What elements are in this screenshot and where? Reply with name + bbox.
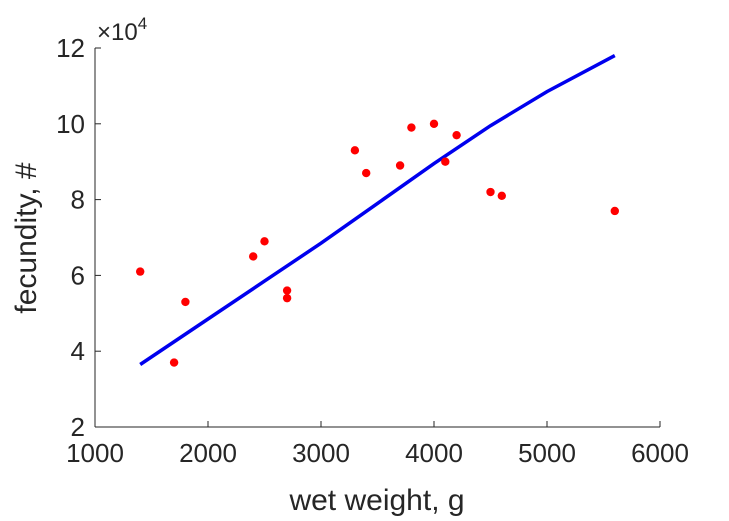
y-multiplier-exponent: 4 <box>138 14 147 33</box>
x-tick-label: 1000 <box>66 438 124 468</box>
x-tick-label: 4000 <box>405 438 463 468</box>
plot-area <box>136 54 619 367</box>
data-point <box>452 130 461 140</box>
x-tick-label: 6000 <box>631 438 689 468</box>
data-point <box>350 146 360 155</box>
y-tick-label: 2 <box>71 412 85 442</box>
x-tick-label: 5000 <box>518 438 576 468</box>
data-point <box>429 119 439 128</box>
data-point <box>282 293 292 303</box>
data-point <box>362 168 371 178</box>
y-tick-label: 8 <box>71 185 85 215</box>
y-ticks: 2 4 6 8 10 12 <box>56 33 101 442</box>
y-tick-label: 6 <box>71 260 85 290</box>
y-multiplier: ×104 <box>97 14 147 46</box>
y-tick-label: 4 <box>71 336 85 366</box>
data-point <box>497 191 506 201</box>
data-point <box>169 358 179 367</box>
data-point <box>249 252 258 261</box>
data-point <box>407 123 416 132</box>
y-axis-label: fecundity, # <box>10 162 43 314</box>
data-point <box>395 161 405 170</box>
x-tick-label: 3000 <box>292 438 350 468</box>
y-tick-label: 10 <box>56 109 85 139</box>
x-axis-label: wet weight, g <box>288 484 464 517</box>
data-point <box>181 297 190 307</box>
data-point <box>610 206 619 216</box>
data-point <box>136 267 145 276</box>
fit-line <box>139 54 616 366</box>
x-ticks: 1000 2000 3000 4000 5000 6000 <box>66 421 689 468</box>
data-point <box>282 286 292 295</box>
data-point <box>441 157 450 166</box>
x-tick-label: 2000 <box>179 438 237 468</box>
axes <box>94 48 660 428</box>
y-multiplier-base: ×10 <box>97 19 138 46</box>
data-point <box>486 187 495 197</box>
y-tick-label: 12 <box>56 33 85 63</box>
data-point <box>260 237 269 246</box>
